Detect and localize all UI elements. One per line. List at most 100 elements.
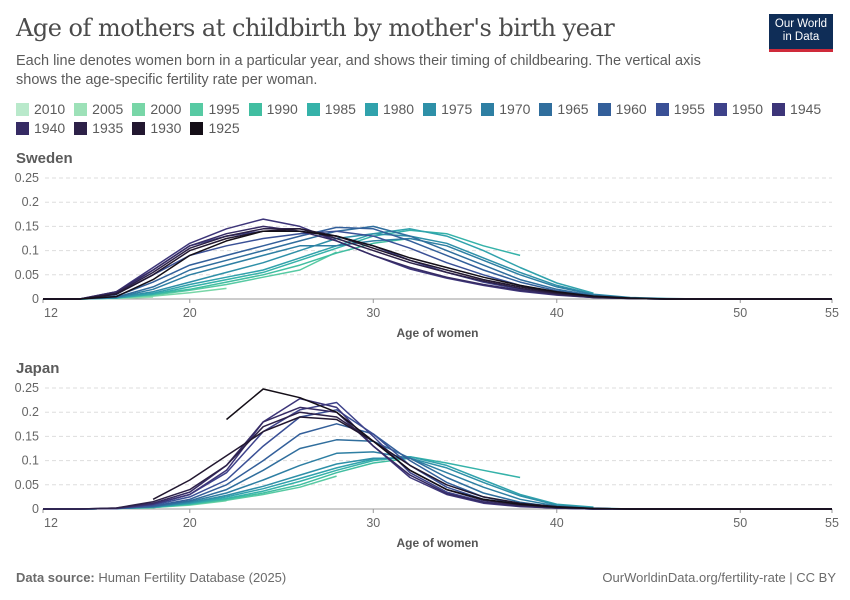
x-tick-label: 40	[550, 516, 564, 530]
legend-label: 1930	[150, 120, 182, 136]
legend-label: 1990	[266, 101, 298, 117]
legend-label: 2000	[150, 101, 182, 117]
x-tick-label: 50	[733, 306, 747, 320]
legend-item-1995[interactable]: 1995	[190, 101, 240, 117]
legend-item-1930[interactable]: 1930	[132, 120, 181, 136]
x-tick-label: 40	[550, 306, 564, 320]
legend-swatch	[597, 102, 611, 116]
panel-title: Sweden	[16, 150, 73, 167]
y-tick-label: 0.05	[15, 478, 39, 492]
legend: 2010 2005 2000 1995 1990 1985 1980 1975 1970 1965…	[16, 101, 846, 136]
legend-item-2010[interactable]: 2010	[16, 101, 65, 117]
x-tick-label: 50	[733, 516, 747, 530]
legend-item-1955[interactable]: 1955	[655, 101, 705, 117]
legend-swatch	[539, 102, 553, 116]
x-tick-label: 55	[825, 306, 839, 320]
y-tick-label: 0	[32, 292, 39, 306]
series-line-1940	[43, 406, 832, 510]
y-tick-label: 0.15	[15, 219, 39, 233]
chart-title: Age of mothers at childbirth by mother's…	[16, 14, 615, 42]
series-line-1945	[43, 397, 832, 510]
legend-swatch	[713, 102, 727, 116]
legend-swatch	[772, 102, 786, 116]
legend-item-1945[interactable]: 1945	[772, 101, 821, 117]
legend-label: 1980	[382, 101, 415, 117]
legend-item-1990[interactable]: 1990	[248, 101, 298, 117]
source-value[interactable]: Human Fertility Database (2025)	[98, 570, 287, 585]
y-tick-label: 0.25	[15, 171, 39, 185]
owid-logo[interactable]: Our World in Data	[769, 14, 833, 52]
x-tick-label: 20	[183, 306, 197, 320]
legend-item-1970[interactable]: 1970	[481, 101, 530, 117]
x-tick-label: 20	[183, 516, 197, 530]
legend-item-2005[interactable]: 2005	[74, 101, 123, 117]
y-tick-label: 0.1	[22, 244, 39, 258]
series-line-1980	[43, 228, 594, 300]
legend-label: 1950	[731, 101, 764, 117]
legend-swatch	[190, 121, 204, 135]
legend-item-1935[interactable]: 1935	[74, 120, 123, 136]
legend-item-2000[interactable]: 2000	[132, 101, 181, 117]
legend-item-1985[interactable]: 1985	[306, 101, 356, 117]
legend-item-1975[interactable]: 1975	[423, 101, 472, 117]
legend-item-1925[interactable]: 1925	[190, 120, 240, 136]
japan-chart: Japan 0 0.05 0.1 0.15 0.2 0.25 12 20 30 40 50 55 Age …	[15, 360, 839, 550]
x-tick-label: 30	[366, 306, 380, 320]
sweden-chart: Sweden 0 0.05 0.1 0.15 0.2 0.25 12 20 30 40 50 55 Age…	[15, 150, 839, 340]
y-tick-label: 0.2	[22, 195, 39, 209]
y-tick-label: 0.2	[22, 405, 39, 419]
legend-item-1960[interactable]: 1960	[597, 101, 647, 117]
legend-label: 1955	[673, 101, 705, 117]
y-tick-label: 0.25	[15, 381, 39, 395]
legend-label: 1970	[499, 101, 531, 117]
series-line-1925	[226, 388, 832, 510]
legend-swatch	[364, 102, 378, 116]
legend-item-1965[interactable]: 1965	[539, 101, 589, 117]
data-source: Data source: Human Fertility Database (2…	[16, 570, 286, 585]
x-axis-label: Age of women	[396, 536, 478, 550]
series-line-1950	[43, 401, 832, 510]
x-tick-label: 12	[44, 516, 58, 530]
legend-item-1980[interactable]: 1980	[364, 101, 415, 117]
y-tick-label: 0.15	[15, 429, 39, 443]
legend-label: 2005	[92, 101, 124, 117]
series-line-1925	[43, 230, 832, 300]
credit-link[interactable]: OurWorldinData.org/fertility-rate | CC B…	[602, 570, 836, 585]
legend-swatch	[306, 102, 320, 116]
legend-swatch	[655, 102, 669, 116]
legend-label: 1935	[92, 120, 124, 136]
y-tick-label: 0	[32, 502, 39, 516]
panel-title: Japan	[16, 360, 59, 377]
legend-item-1950[interactable]: 1950	[713, 101, 764, 117]
legend-swatch	[248, 102, 262, 116]
legend-swatch	[16, 121, 29, 135]
legend-label: 2010	[34, 101, 66, 117]
legend-swatch	[190, 102, 204, 116]
logo-text: Our World in Data	[774, 18, 828, 43]
legend-item-1940[interactable]: 1940	[16, 120, 65, 136]
legend-label: 1965	[557, 101, 589, 117]
legend-label: 1985	[324, 101, 356, 117]
legend-label: 1925	[208, 120, 240, 136]
x-axis-label: Age of women	[396, 326, 478, 340]
legend-swatch	[74, 121, 88, 135]
chart-subtitle: Each line denotes women born in a partic…	[16, 53, 701, 88]
series-line-1960	[43, 226, 832, 300]
legend-label: 1940	[34, 120, 66, 136]
x-tick-label: 12	[44, 306, 58, 320]
legend-swatch	[481, 102, 495, 116]
legend-swatch	[132, 121, 146, 135]
legend-label: 1995	[208, 101, 240, 117]
x-tick-label: 55	[825, 516, 839, 530]
legend-swatch	[132, 102, 146, 116]
x-tick-label: 30	[366, 516, 380, 530]
legend-swatch	[74, 102, 88, 116]
y-tick-label: 0.05	[15, 268, 39, 282]
legend-swatch	[423, 102, 437, 116]
legend-label: 1945	[790, 101, 822, 117]
y-tick-label: 0.1	[22, 454, 39, 468]
legend-label: 1975	[441, 101, 473, 117]
legend-swatch	[16, 102, 29, 116]
source-label: Data source:	[16, 570, 95, 585]
legend-label: 1960	[615, 101, 647, 117]
